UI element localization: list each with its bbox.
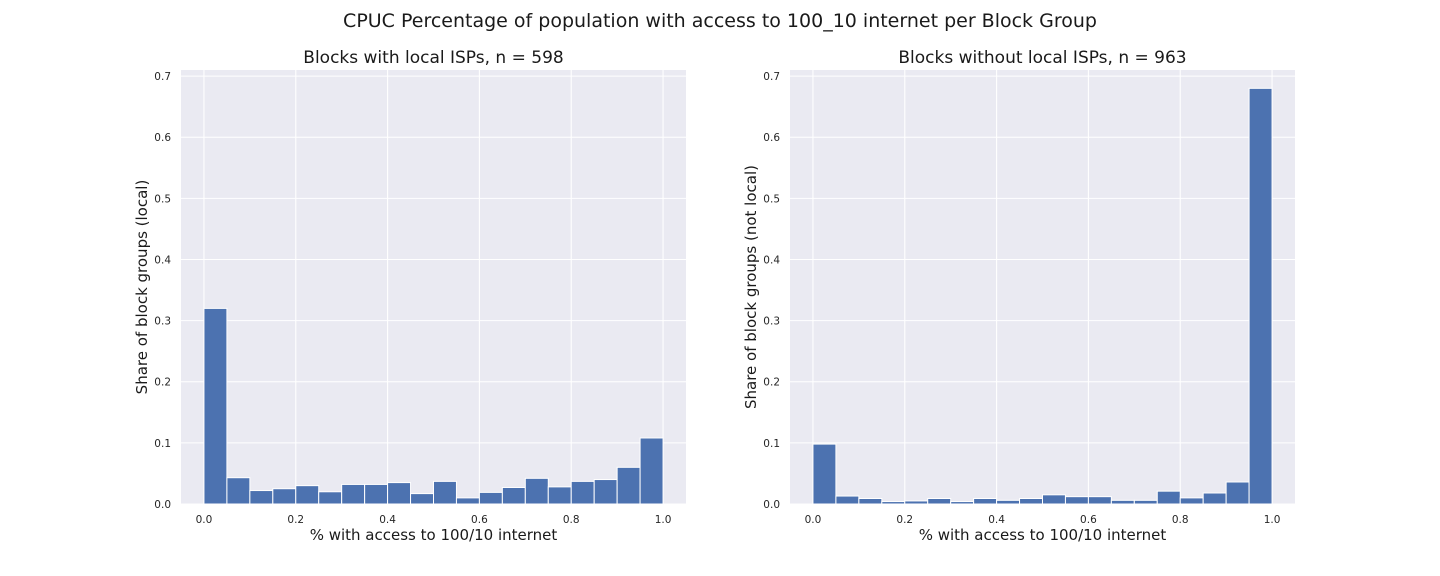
axes-no-local-isps: 0.0 0.2 0.4 0.6 0.8 1.0 0.0 0.1 0.2 0.3 0.4 0.5 0.6 0… [742, 48, 1295, 544]
chart-1-bar-10 [1042, 494, 1066, 505]
chart-1-bar-19 [1248, 87, 1273, 505]
chart-1-ytick-label-7: 0.7 [763, 71, 780, 83]
chart-0-bar-12 [478, 491, 503, 505]
chart-0-bar-7 [364, 483, 389, 505]
chart-0-bar-2 [249, 490, 274, 505]
chart-0-ytick-label-7: 0.7 [154, 71, 171, 83]
chart-0-xtick-label-0: 0.0 [196, 514, 213, 526]
chart-1-plot-area [790, 70, 1295, 504]
chart-1-bar-15 [1156, 490, 1181, 505]
chart-0-bar-4 [295, 485, 320, 505]
chart-0-ytick-label-6: 0.6 [154, 132, 171, 144]
chart-1-bar-6 [950, 501, 975, 505]
chart-1-xtick-label-1: 0.2 [896, 514, 913, 526]
chart-0-xtick-label-3: 0.6 [471, 514, 488, 526]
chart-1-ytick-label-6: 0.6 [763, 132, 780, 144]
chart-1-xtick-label-2: 0.4 [988, 514, 1005, 526]
chart-1-ylabel: Share of block groups (not local) [742, 165, 760, 409]
chart-1-title: Blocks without local ISPs, n = 963 [898, 48, 1186, 68]
figure-suptitle: CPUC Percentage of population with acces… [343, 10, 1097, 32]
chart-0-xtick-label-4: 0.8 [563, 514, 580, 526]
chart-1-bar-4 [904, 500, 929, 505]
chart-0-bar-10 [433, 480, 457, 505]
chart-1-bar-1 [835, 495, 860, 505]
axes-local-isps: 0.0 0.2 0.4 0.6 0.8 1.0 0.0 0.1 0.2 0.3 0.4 0.5 0.6 0… [133, 48, 686, 544]
chart-0-ytick-label-2: 0.2 [154, 377, 171, 389]
chart-0-bar-5 [318, 491, 343, 505]
chart-1-bar-9 [1019, 497, 1044, 505]
chart-1-ytick-label-0: 0.0 [763, 499, 780, 511]
chart-0-bar-0 [203, 307, 228, 505]
chart-1-bar-7 [973, 497, 998, 505]
chart-1-xtick-label-4: 0.8 [1172, 514, 1189, 526]
chart-0-bar-11 [455, 497, 480, 505]
chart-1-bar-12 [1087, 496, 1112, 505]
chart-1-bar-0 [812, 443, 837, 505]
chart-0-xlabel: % with access to 100/10 internet [310, 526, 558, 544]
chart-0-plot-area [181, 70, 686, 504]
chart-1-bar-13 [1110, 499, 1135, 505]
chart-0-bar-9 [410, 493, 434, 505]
chart-1-xlabel: % with access to 100/10 internet [919, 526, 1167, 544]
chart-0-bar-17 [593, 479, 618, 505]
chart-0-bar-15 [547, 486, 572, 505]
chart-1-bar-18 [1225, 481, 1250, 505]
chart-1-bar-5 [927, 497, 952, 505]
chart-1-ytick-label-2: 0.2 [763, 377, 780, 389]
chart-0-ytick-label-4: 0.4 [154, 254, 171, 266]
chart-1-xtick-label-3: 0.6 [1080, 514, 1097, 526]
chart-1-xtick-label-5: 1.0 [1264, 514, 1281, 526]
chart-1-ytick-label-3: 0.3 [763, 316, 780, 328]
chart-0-bar-18 [616, 466, 641, 505]
chart-0-title: Blocks with local ISPs, n = 598 [303, 48, 563, 68]
chart-0-ytick-label-3: 0.3 [154, 316, 171, 328]
chart-0-bar-19 [639, 437, 664, 505]
chart-0-ytick-label-5: 0.5 [154, 193, 171, 205]
chart-1-ytick-label-5: 0.5 [763, 193, 780, 205]
chart-1-ytick-label-4: 0.4 [763, 254, 780, 266]
chart-1-bar-14 [1133, 499, 1158, 505]
chart-1-bar-17 [1202, 492, 1227, 505]
chart-1-ytick-label-1: 0.1 [763, 438, 780, 450]
chart-0-bar-3 [272, 488, 297, 505]
chart-1-xtick-label-0: 0.0 [805, 514, 822, 526]
chart-1-bar-3 [881, 501, 906, 505]
chart-1-bar-16 [1179, 497, 1204, 505]
chart-1-bar-2 [858, 497, 883, 505]
chart-0-bar-13 [501, 486, 526, 505]
chart-0-xtick-label-5: 1.0 [655, 514, 672, 526]
chart-0-ylabel: Share of block groups (local) [133, 180, 151, 395]
chart-0-xtick-label-1: 0.2 [287, 514, 304, 526]
chart-0-bar-6 [341, 483, 366, 505]
chart-1-bar-8 [996, 499, 1021, 505]
chart-1-bar-11 [1064, 496, 1089, 505]
chart-0-ytick-label-1: 0.1 [154, 438, 171, 450]
chart-0-bar-14 [524, 477, 549, 505]
chart-0-bar-8 [387, 482, 412, 505]
chart-0-bar-16 [570, 480, 595, 505]
chart-0-ytick-label-0: 0.0 [154, 499, 171, 511]
chart-0-xtick-label-2: 0.4 [379, 514, 396, 526]
chart-0-bar-1 [226, 477, 251, 505]
